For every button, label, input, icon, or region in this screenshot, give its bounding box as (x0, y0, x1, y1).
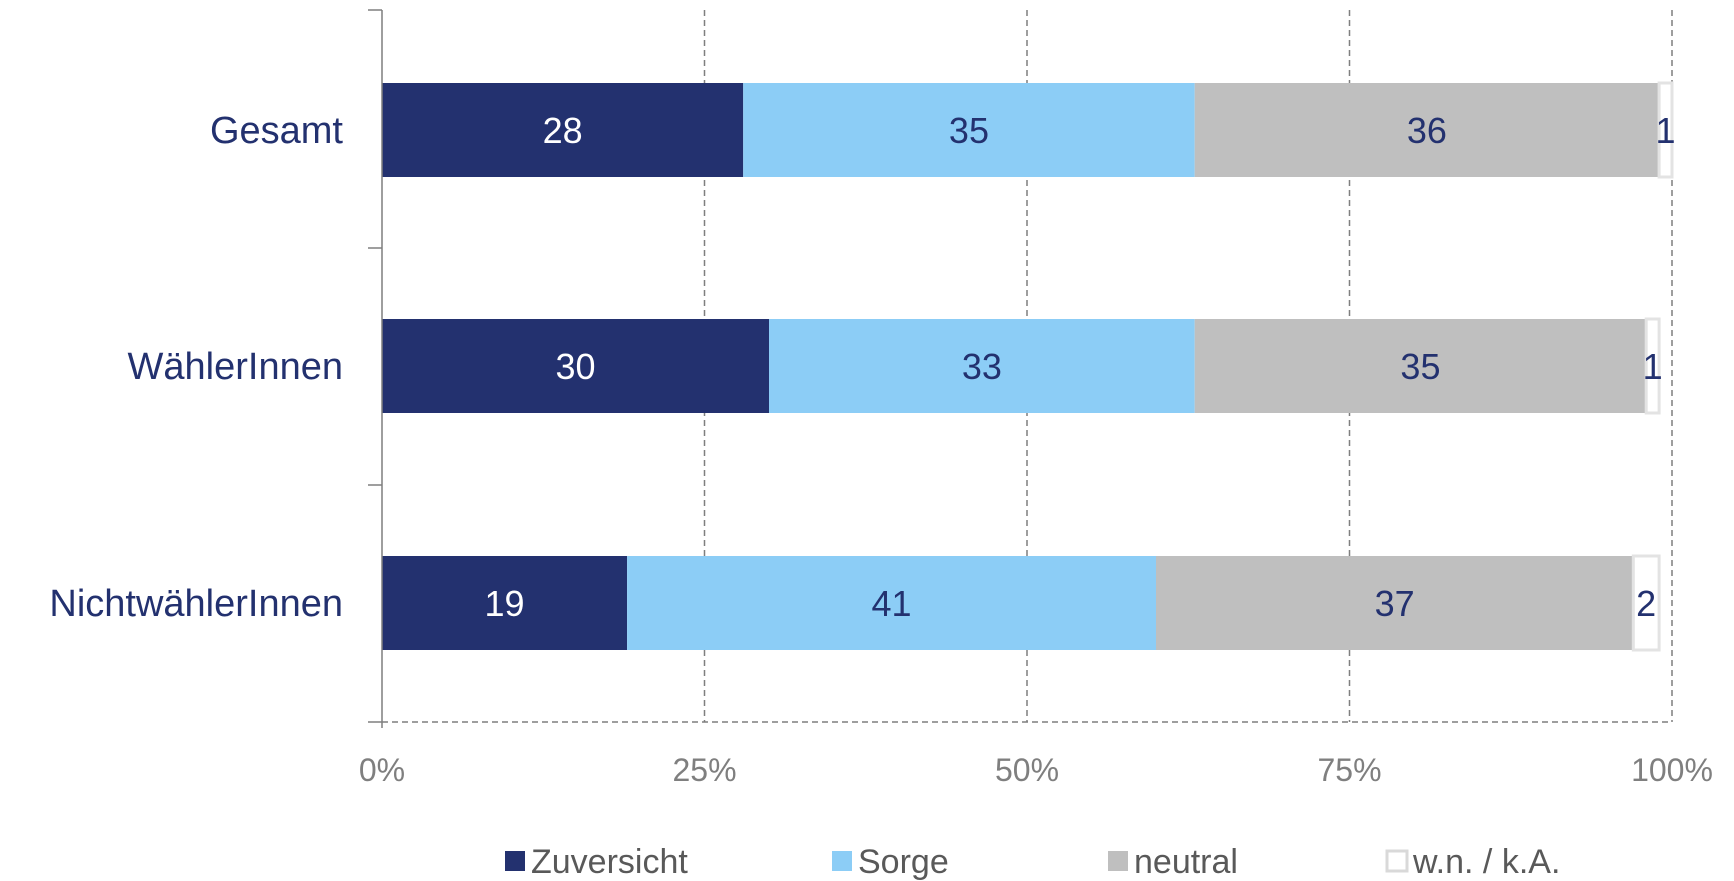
x-tick-labels: 0% 25% 50% 75% 100% (359, 752, 1713, 788)
x-tick-label: 0% (359, 752, 405, 788)
category-label-nichtwählerinnen: NichtwählerInnen (49, 583, 343, 625)
x-tick-label: 50% (995, 752, 1059, 788)
data-label: 28 (543, 110, 583, 151)
bar-w-n-k-a-gesamt (1657, 81, 1674, 179)
legend-label-neutral: neutral (1134, 843, 1238, 881)
bar-sorge-wählerinnen (769, 319, 1195, 413)
category-label-wählerinnen: WählerInnen (128, 346, 343, 388)
legend-swatch-w-n-k-a (1385, 849, 1409, 873)
data-label: 19 (485, 583, 525, 624)
category-labels: Gesamt WählerInnen NichtwählerInnen (49, 110, 343, 625)
data-label: 1 (1643, 346, 1663, 387)
bar-w-n-k-a-wählerinnen (1644, 317, 1661, 415)
bar-zuversicht-gesamt (382, 83, 744, 177)
legend-label-w-n-k-a: w.n. / k.A. (1412, 843, 1560, 881)
bar-neutral-gesamt (1194, 83, 1660, 177)
data-label: 30 (555, 346, 595, 387)
data-label: 33 (962, 346, 1002, 387)
bar-zuversicht-wählerinnen (382, 319, 769, 413)
data-label: 41 (872, 583, 912, 624)
legend-swatch-zuversicht (505, 851, 525, 871)
legend-label-sorge: Sorge (858, 843, 949, 881)
legend-swatch-neutral (1108, 851, 1128, 871)
bars: 28 35 36 1 30 33 35 1 19 41 37 2 (382, 81, 1676, 652)
x-tick-label: 25% (672, 752, 736, 788)
axes (368, 9, 383, 728)
data-label: 37 (1375, 583, 1415, 624)
bar-sorge-gesamt (743, 83, 1195, 177)
bar-neutral-wählerinnen (1194, 319, 1647, 413)
bar-sorge-nichtwählerinnen (627, 556, 1156, 650)
legend: Zuversicht Sorge neutral w.n. / k.A. (505, 843, 1560, 881)
x-tick-label: 75% (1317, 752, 1381, 788)
data-label: 35 (1400, 346, 1440, 387)
category-label-gesamt: Gesamt (210, 110, 343, 152)
bar-neutral-nichtwählerinnen (1156, 556, 1634, 650)
data-label: 1 (1656, 110, 1676, 151)
data-label: 35 (949, 110, 989, 151)
bar-zuversicht-nichtwählerinnen (382, 556, 628, 650)
data-label: 2 (1636, 583, 1656, 624)
bar-w-n-k-a-nichtwählerinnen (1631, 554, 1661, 652)
legend-swatch-sorge (832, 851, 852, 871)
legend-label-zuversicht: Zuversicht (531, 843, 688, 881)
data-label: 36 (1407, 110, 1447, 151)
x-tick-label: 100% (1631, 752, 1713, 788)
